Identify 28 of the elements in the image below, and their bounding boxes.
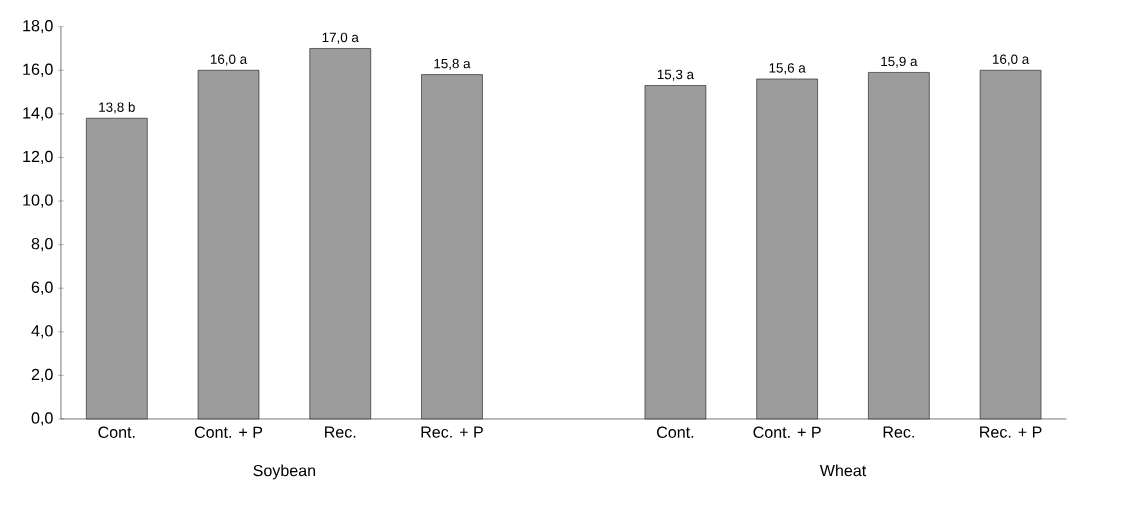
data-label: 13,8 b [99, 102, 135, 114]
x-tick-label: Cont. + P [753, 426, 821, 439]
x-tick-label: Rec. + P [421, 426, 483, 438]
data-label: 15,3 a [657, 69, 695, 81]
y-tick-label: 2,0 [31, 368, 53, 383]
x-tick-label: Cont. [98, 426, 135, 439]
x-tick-label: Rec. [325, 426, 356, 438]
x-tick-label: Rec. [883, 426, 914, 438]
data-label: 15,6 a [769, 63, 806, 75]
y-tick-label: 4,0 [31, 325, 53, 339]
x-tick-label: Cont. + P [194, 426, 263, 439]
y-tick-label: 8,0 [31, 238, 53, 252]
y-tick-label: 10,0 [23, 194, 53, 208]
data-label: 17,0 a [322, 32, 359, 44]
data-label: 16,0 a [993, 54, 1030, 66]
y-tick-label: 14,0 [23, 107, 53, 121]
x-tick-label: Cont. [657, 426, 694, 439]
data-label: 15,8 a [434, 59, 471, 71]
y-tick-label: 18,0 [23, 20, 53, 34]
y-tick-label: 6,0 [31, 281, 53, 296]
text: Wheat [819, 464, 867, 477]
data-label: 16,0 a [210, 54, 248, 66]
data-label: 15,9 a [881, 56, 918, 68]
y-tick-label: 12,0 [23, 151, 53, 165]
y-tick-label: 16,0 [23, 63, 53, 78]
text: Soybean [253, 464, 316, 480]
x-tick-label: Rec. + P [980, 426, 1042, 438]
y-tick-label: 0,0 [31, 412, 53, 426]
